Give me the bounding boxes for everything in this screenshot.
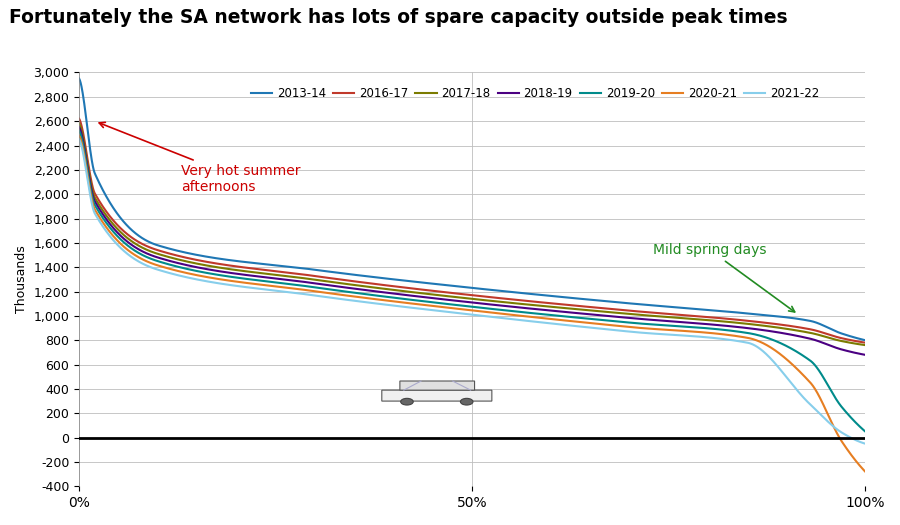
2018-19 (693, 320, 704, 327)
2021-22 (860, 440, 870, 447)
FancyBboxPatch shape (382, 390, 492, 401)
2020-21 (456, 306, 467, 312)
Line: 2013-14: 2013-14 (79, 79, 865, 340)
2013-14 (74, 76, 85, 82)
Ellipse shape (461, 398, 473, 405)
2016-17 (837, 335, 848, 342)
2019-20 (114, 235, 125, 241)
2019-20 (693, 324, 704, 331)
2017-18 (114, 228, 125, 234)
2013-14 (435, 281, 446, 288)
Line: 2021-22: 2021-22 (79, 140, 865, 444)
Line: 2019-20: 2019-20 (79, 131, 865, 432)
2020-21 (860, 468, 870, 475)
Text: Mild spring days: Mild spring days (653, 243, 795, 312)
Legend: 2013-14, 2016-17, 2017-18, 2018-19, 2019-20, 2020-21, 2021-22: 2013-14, 2016-17, 2017-18, 2018-19, 2019… (247, 82, 824, 105)
2016-17 (114, 224, 125, 230)
2019-20 (435, 300, 446, 307)
2020-21 (114, 239, 125, 246)
2020-21 (693, 329, 704, 335)
2017-18 (837, 338, 848, 344)
2013-14 (860, 337, 870, 343)
2021-22 (693, 333, 704, 340)
2017-18 (74, 120, 85, 127)
Text: Fortunately the SA network has lots of spare capacity outside peak times: Fortunately the SA network has lots of s… (9, 8, 788, 27)
2021-22 (435, 308, 446, 314)
2013-14 (114, 213, 125, 219)
FancyBboxPatch shape (400, 381, 474, 390)
2016-17 (456, 291, 467, 297)
2021-22 (74, 136, 85, 143)
Line: 2018-19: 2018-19 (79, 127, 865, 355)
2018-19 (435, 296, 446, 302)
2021-22 (456, 310, 467, 317)
2019-20 (456, 302, 467, 309)
Line: 2020-21: 2020-21 (79, 136, 865, 471)
2019-20 (860, 428, 870, 435)
2018-19 (837, 346, 848, 353)
2017-18 (860, 342, 870, 348)
Text: Very hot summer
afternoons: Very hot summer afternoons (99, 122, 301, 194)
2013-14 (837, 331, 848, 337)
2021-22 (837, 429, 848, 436)
2013-14 (693, 306, 704, 312)
2017-18 (693, 316, 704, 322)
2017-18 (456, 295, 467, 301)
2016-17 (435, 289, 446, 295)
2020-21 (837, 439, 848, 446)
Line: 2017-18: 2017-18 (79, 123, 865, 345)
2020-21 (435, 303, 446, 310)
2018-19 (114, 232, 125, 238)
2018-19 (860, 352, 870, 358)
Line: 2016-17: 2016-17 (79, 119, 865, 343)
2016-17 (860, 340, 870, 346)
2019-20 (837, 404, 848, 411)
2018-19 (74, 124, 85, 130)
2013-14 (837, 331, 848, 337)
2019-20 (837, 405, 848, 411)
2017-18 (837, 338, 848, 344)
2020-21 (74, 133, 85, 139)
2016-17 (837, 335, 848, 341)
2016-17 (74, 116, 85, 122)
2016-17 (693, 313, 704, 319)
2018-19 (837, 346, 848, 353)
Y-axis label: Thousands: Thousands (15, 246, 28, 313)
Ellipse shape (400, 398, 413, 405)
2021-22 (837, 430, 848, 436)
2017-18 (435, 292, 446, 299)
2013-14 (456, 284, 467, 290)
2020-21 (837, 439, 848, 445)
2021-22 (114, 244, 125, 250)
2018-19 (456, 298, 467, 304)
2019-20 (74, 128, 85, 134)
